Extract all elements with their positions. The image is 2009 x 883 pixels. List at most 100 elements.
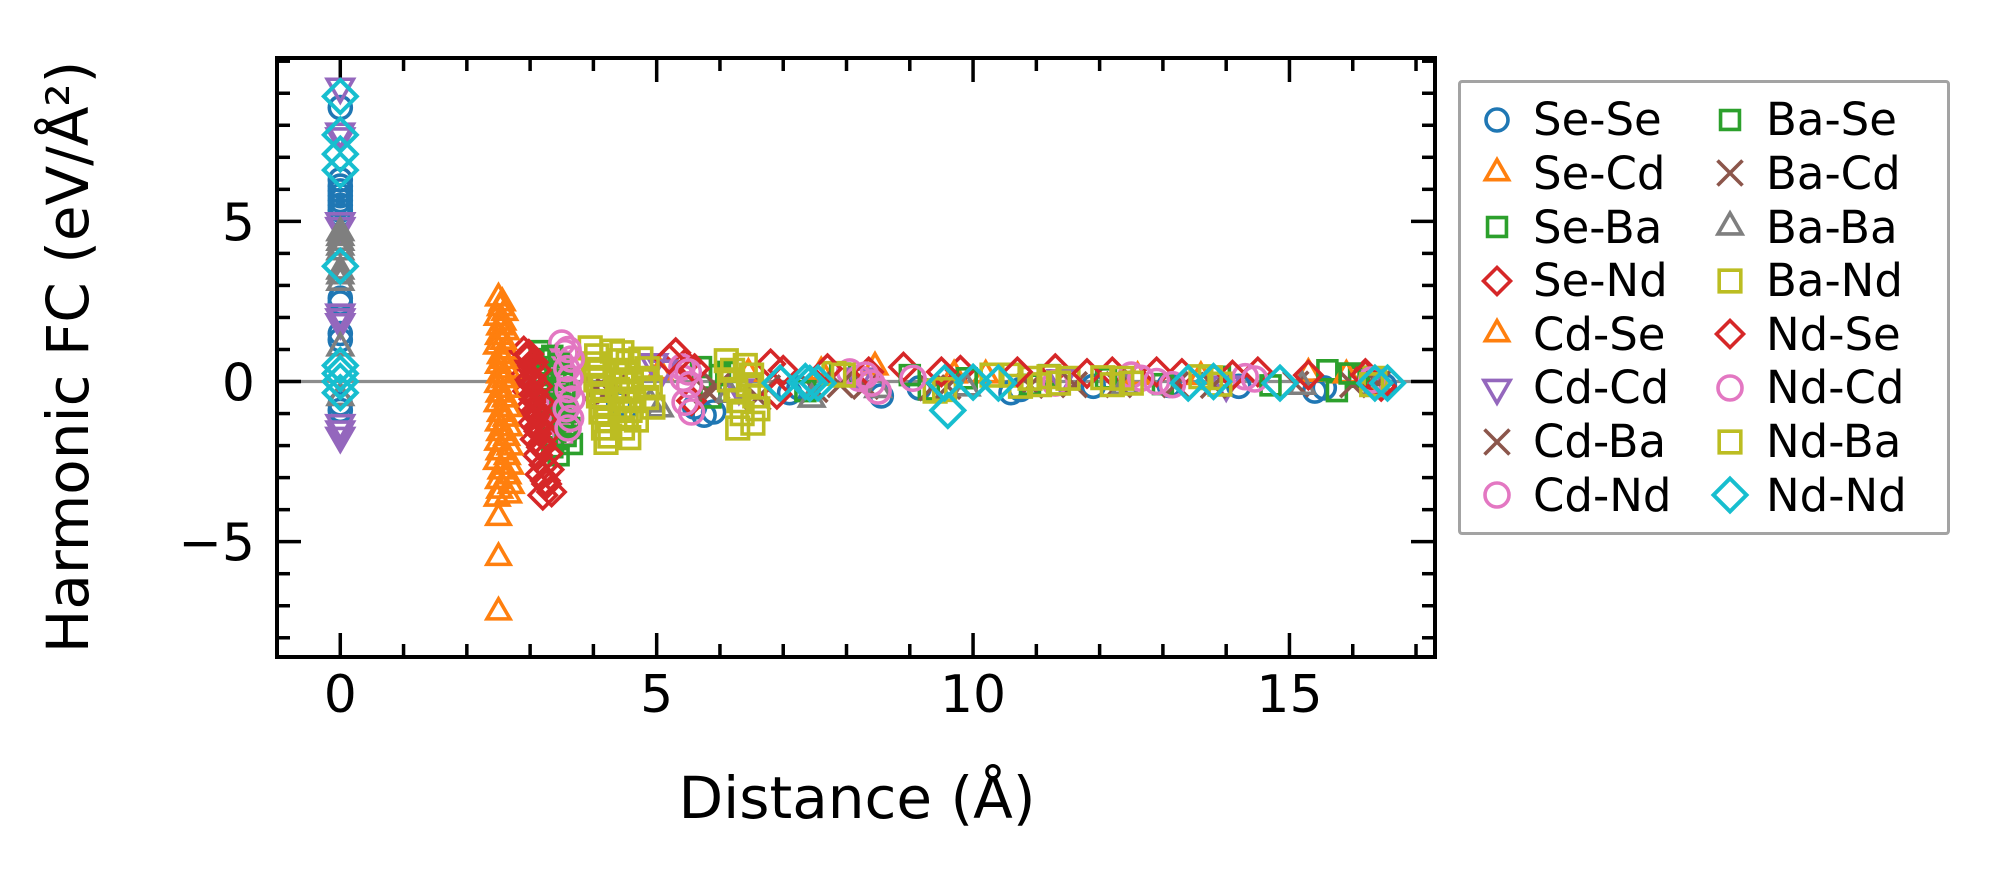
- legend-label-Se-Cd: Se-Cd: [1533, 146, 1666, 200]
- marker-Se-Cd: [483, 595, 514, 621]
- legend-label-Ba-Ba: Ba-Ba: [1766, 200, 1898, 254]
- marker-Nd-Nd: [320, 246, 360, 286]
- marker-Nd-Nd: [320, 77, 360, 116]
- legend-label-Cd-Cd: Cd-Cd: [1533, 361, 1670, 415]
- diamond-icon: [1710, 475, 1750, 515]
- marker-Nd-Ba: [637, 375, 663, 401]
- axes-spines: [275, 56, 1437, 659]
- marker-Nd-Ba: [628, 346, 654, 372]
- marker-Nd-Ba: [599, 338, 626, 364]
- marker-Nd-Cd: [675, 370, 704, 399]
- marker-Nd-Se: [525, 427, 558, 461]
- marker-Nd-Se: [529, 464, 562, 497]
- marker-Nd-Ba: [634, 356, 660, 382]
- marker-Nd-Ba: [1109, 365, 1135, 391]
- x-axis-label: Distance (Å): [679, 763, 1036, 832]
- legend-item-Ba-Ba: Ba-Ba: [1708, 200, 1941, 254]
- marker-Nd-Ba: [640, 394, 666, 420]
- marker-Nd-Ba: [1118, 370, 1144, 396]
- y-axis-label: Harmonic FC (eV/Å²): [33, 61, 102, 654]
- marker-Cd-Cd: [324, 312, 357, 341]
- marker-Se-Nd: [767, 354, 800, 387]
- marker-Nd-Nd: [320, 346, 360, 385]
- marker-Cd-Cd: [324, 127, 357, 156]
- marker-Se-Cd: [483, 500, 514, 527]
- marker-Nd-Ba: [607, 396, 633, 422]
- marker-Nd-Nd: [320, 150, 360, 190]
- legend-label-Nd-Se: Nd-Se: [1766, 307, 1901, 361]
- legend-label-Se-Nd: Se-Nd: [1533, 254, 1668, 308]
- legend-label-Se-Ba: Se-Ba: [1533, 200, 1663, 254]
- marker-Nd-Se: [1292, 359, 1325, 392]
- marker-Nd-Cd: [677, 398, 706, 426]
- y-tick-label-5: 5: [222, 193, 255, 253]
- legend-label-Cd-Ba: Cd-Ba: [1533, 415, 1667, 469]
- circle-icon: [1483, 481, 1511, 509]
- marker-Nd-Cd: [864, 377, 892, 405]
- triangle-down-icon: [1480, 378, 1514, 407]
- marker-Ba-Nd: [1055, 365, 1081, 391]
- marker-Cd-Se: [493, 478, 524, 504]
- marker-Nd-Ba: [613, 405, 639, 431]
- square-icon: [1485, 215, 1509, 239]
- marker-Nd-Nd: [320, 362, 360, 401]
- marker-Ba-Ba: [644, 391, 675, 418]
- marker-Cd-Cd: [324, 122, 357, 151]
- marker-Ba-Ba: [325, 219, 356, 247]
- marker-Nd-Nd: [953, 362, 993, 402]
- legend-item-Cd-Se: Cd-Se: [1475, 308, 1708, 362]
- x-tick-label-15: 15: [1256, 665, 1322, 725]
- marker-Ba-Ba: [325, 253, 356, 280]
- legend-label-Se-Se: Se-Se: [1533, 93, 1662, 147]
- legend-label-Cd-Nd: Cd-Nd: [1533, 468, 1672, 522]
- legend: Se-Se Se-Cd Se-Ba Se-Nd Cd-Se Cd-Cd Cd-Ba Cd-Nd…: [1458, 80, 1950, 535]
- marker-Nd-Se: [1070, 357, 1104, 390]
- marker-Nd-Cd: [556, 364, 584, 393]
- legend-item-Nd-Nd: Nd-Nd: [1708, 468, 1941, 522]
- triangle-up-icon: [1482, 317, 1512, 343]
- marker-Nd-Nd: [790, 364, 830, 403]
- spine-layer: [275, 56, 1437, 659]
- marker-Nd-Ba: [732, 352, 758, 379]
- legend-item-Se-Ba: Se-Ba: [1475, 200, 1708, 254]
- legend-label-Nd-Cd: Nd-Cd: [1766, 361, 1905, 415]
- marker-Se-Cd: [483, 540, 514, 567]
- legend-item-Ba-Cd: Ba-Cd: [1708, 147, 1941, 201]
- marker-Se-Nd: [887, 351, 920, 384]
- marker-Cd-Cd: [324, 426, 357, 455]
- marker-Ba-Nd: [593, 429, 619, 455]
- marker-Nd-Ba: [633, 384, 660, 411]
- diamond-icon: [1713, 318, 1747, 351]
- marker-Ba-Nd: [1045, 370, 1072, 396]
- marker-Nd-Nd: [1194, 362, 1233, 401]
- marker-Cd-Cd: [324, 420, 357, 449]
- marker-Nd-Ba: [740, 410, 766, 436]
- marker-Nd-Nd: [1355, 363, 1395, 403]
- circle-icon: [1484, 107, 1510, 133]
- legend-label-Ba-Nd: Ba-Nd: [1766, 254, 1903, 308]
- marker-Nd-Nd: [320, 134, 360, 174]
- marker-Nd-Cd: [1158, 370, 1187, 399]
- legend-item-Nd-Cd: Nd-Cd: [1708, 361, 1941, 415]
- legend-item-Se-Se: Se-Se: [1475, 93, 1708, 147]
- x-icon: [1716, 159, 1744, 188]
- legend-label-Cd-Se: Cd-Se: [1533, 307, 1666, 361]
- marker-Ba-Nd: [609, 340, 635, 366]
- marker-Ba-Nd: [998, 362, 1024, 388]
- marker-Ba-Se: [560, 432, 584, 456]
- x-tick-label-0: 0: [324, 665, 357, 725]
- marker-Nd-Ba: [742, 383, 768, 409]
- marker-layer: [320, 77, 1407, 621]
- square-icon: [1717, 428, 1743, 455]
- marker-Nd-Se: [522, 410, 556, 443]
- marker-Nd-Ba: [604, 376, 631, 403]
- legend-label-Ba-Cd: Ba-Cd: [1766, 146, 1901, 200]
- circle-icon: [1716, 374, 1744, 402]
- marker-Nd-Nd: [320, 373, 360, 413]
- legend-label-Nd-Nd: Nd-Nd: [1766, 468, 1907, 522]
- marker-Nd-Se: [925, 355, 958, 388]
- marker-Se-Nd: [526, 479, 559, 512]
- marker-Ba-Se: [794, 379, 817, 403]
